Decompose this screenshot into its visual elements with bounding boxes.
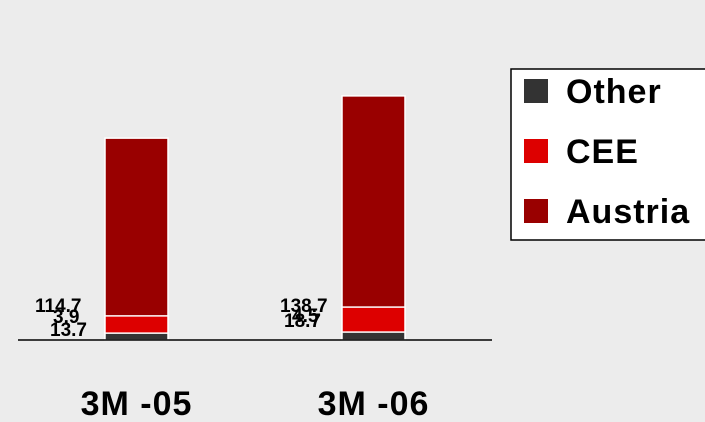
- legend-swatch-austria: [524, 199, 548, 223]
- category-label-3m-05: 3M -05: [81, 385, 193, 422]
- value-label-austria-3m-06: 138.7: [280, 296, 328, 317]
- value-label-other-3m-06: 4.5: [292, 306, 319, 327]
- value-label-other-3m-05: 3.9: [53, 307, 79, 328]
- value-label-cee-3m-06: 18.7: [284, 311, 321, 332]
- bar-austria-3m-05: [104, 137, 169, 341]
- legend: Other CEE Austria: [510, 68, 705, 241]
- legend-label-other: Other: [566, 73, 662, 111]
- value-label-cee-3m-05: 13.7: [50, 320, 87, 341]
- category-labels-group: 3M -05 3M -06: [81, 385, 430, 422]
- value-label-austria-3m-05: 114.7: [35, 296, 82, 317]
- value-labels-group: 114.7 13.73.9 138.718.74.5: [35, 296, 328, 341]
- bar-austria-3m-06: [341, 95, 406, 341]
- bar-other-3m-06: [341, 331, 406, 341]
- legend-swatch-cee: [524, 139, 548, 163]
- bars-group: [104, 95, 406, 341]
- legend-label-cee: CEE: [566, 133, 639, 171]
- bar-other-3m-05: [104, 332, 169, 341]
- legend-label-austria: Austria: [566, 193, 690, 231]
- category-label-3m-06: 3M -06: [318, 385, 430, 422]
- legend-swatch-other: [524, 79, 548, 103]
